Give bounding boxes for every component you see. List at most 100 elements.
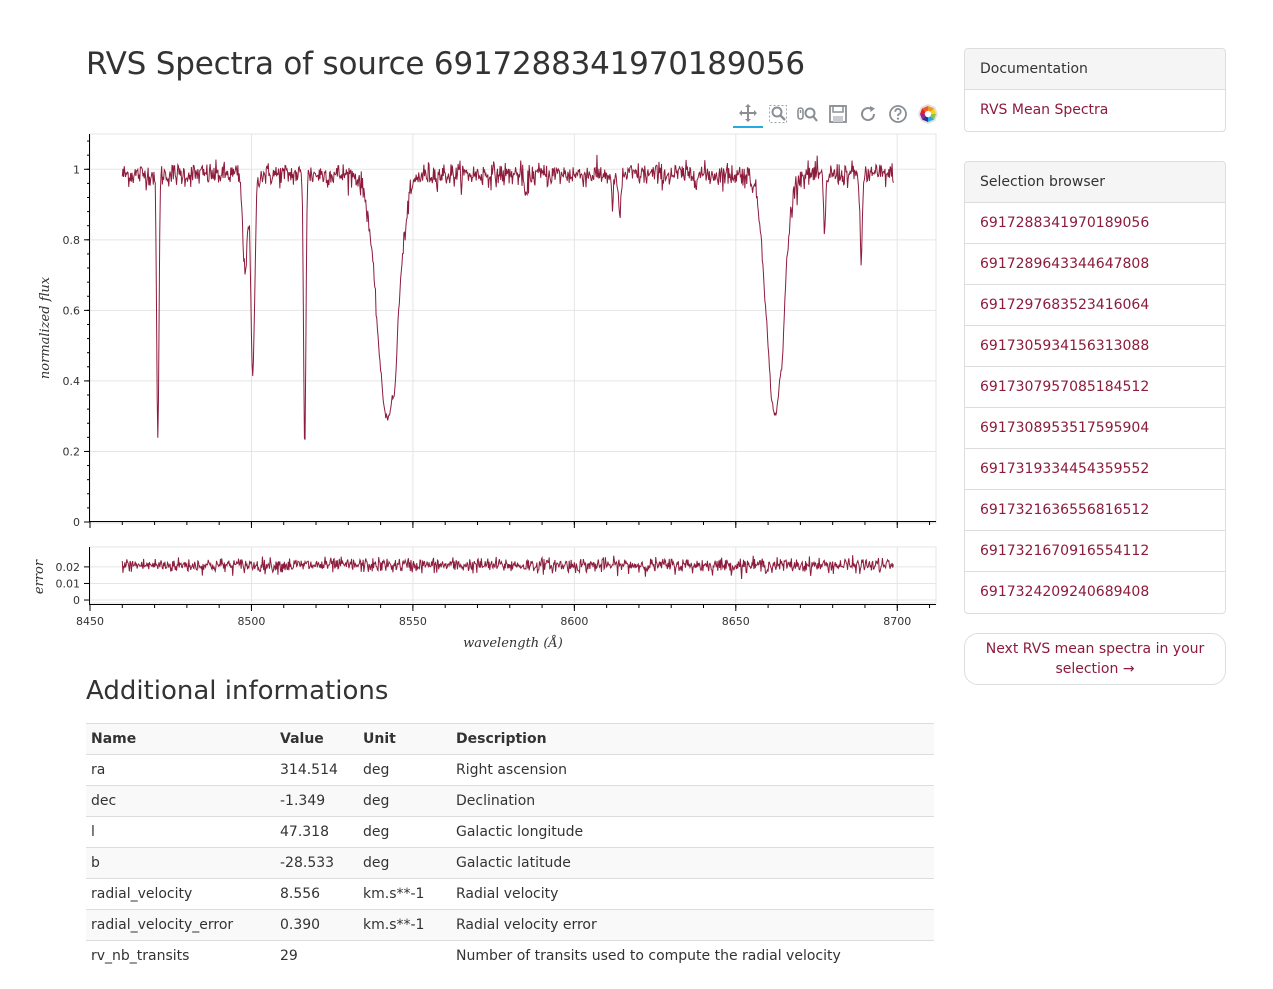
- box-zoom-tool[interactable]: [763, 100, 793, 128]
- cell-name: ra: [86, 754, 275, 786]
- cell-name: rv_nb_transits: [86, 940, 275, 972]
- selection-item[interactable]: 6917297683523416064: [965, 285, 1225, 326]
- cell-value: -1.349: [275, 785, 358, 817]
- selection-item[interactable]: 6917305934156313088: [965, 326, 1225, 367]
- x-axis-label: wavelength (Å): [463, 635, 563, 651]
- column-header-unit: Unit: [358, 723, 451, 755]
- table-row: rv_nb_transits 29 Number of transits used …: [86, 940, 934, 972]
- x-tick-label: 8450: [76, 615, 104, 628]
- additional-info-table: Name Value Unit Description ra 314.514 deg…: [86, 723, 934, 972]
- flux-y-tick-label: 0.6: [63, 304, 81, 317]
- x-tick-label: 8500: [237, 615, 265, 628]
- cell-unit: deg: [358, 785, 451, 817]
- x-tick-label: 8650: [722, 615, 750, 628]
- spectrum-chart: 0 0.2 0.4 0.6 0.8 1 normalized flux 0 0.01 0.02…: [32, 133, 937, 651]
- table-row: dec -1.349 deg Declination: [86, 785, 934, 817]
- error-x-axis: 8450 8500 8550 8600 8650 8700: [76, 605, 931, 628]
- selection-item[interactable]: 6917308953517595904: [965, 408, 1225, 449]
- bokeh-logo[interactable]: [913, 100, 943, 128]
- selection-item[interactable]: 6917319334454359552: [965, 449, 1225, 490]
- column-header-name: Name: [86, 723, 275, 755]
- wheel-zoom-icon: [797, 107, 818, 122]
- pan-tool[interactable]: [733, 100, 763, 128]
- selection-item[interactable]: 6917321670916554112: [965, 531, 1225, 572]
- save-icon: [829, 105, 847, 123]
- documentation-panel: Documentation RVS Mean Spectra: [964, 48, 1226, 132]
- error-plot-frame: [89, 546, 937, 604]
- cell-unit: km.s**-1: [358, 909, 451, 941]
- box-zoom-icon: [769, 105, 787, 123]
- selection-browser-panel: Selection browser 6917288341970189056 691…: [964, 161, 1226, 614]
- cell-unit: [358, 940, 451, 972]
- selection-browser-heading: Selection browser: [965, 162, 1225, 203]
- flux-y-axis: 0 0.2 0.4 0.6 0.8 1: [63, 140, 90, 529]
- flux-series-line: [121, 154, 894, 440]
- reset-tool[interactable]: [853, 100, 883, 128]
- error-series-line: [121, 555, 894, 579]
- cell-value: 8.556: [275, 878, 358, 910]
- flux-y-tick-label: 0.4: [63, 375, 81, 388]
- cell-value: 29: [275, 940, 358, 972]
- table-header-row: Name Value Unit Description: [86, 723, 934, 755]
- selection-item[interactable]: 6917307957085184512: [965, 367, 1225, 408]
- bokeh-logo-icon: [918, 104, 938, 124]
- wheel-zoom-tool[interactable]: [793, 100, 823, 128]
- cell-description: Radial velocity error: [451, 909, 934, 941]
- cell-description: Radial velocity: [451, 878, 934, 910]
- cell-value: 0.390: [275, 909, 358, 941]
- flux-y-axis-label: normalized flux: [38, 276, 53, 379]
- help-icon: [889, 105, 907, 123]
- next-spectra-button[interactable]: Next RVS mean spectra in your selection …: [964, 633, 1226, 685]
- flux-y-tick-label: 1: [73, 163, 80, 176]
- page-title: RVS Spectra of source 691728834197018905…: [86, 46, 805, 82]
- error-y-tick-label: 0.01: [56, 577, 81, 590]
- cell-value: 47.318: [275, 816, 358, 848]
- column-header-value: Value: [275, 723, 358, 755]
- flux-x-ticks: [89, 522, 931, 528]
- cell-name: dec: [86, 785, 275, 817]
- x-tick-label: 8700: [883, 615, 911, 628]
- additional-info-body: ra 314.514 deg Right ascension dec -1.349 deg D…: [86, 754, 934, 972]
- reset-icon: [861, 106, 876, 122]
- error-y-tick-label: 0: [73, 594, 80, 607]
- cell-value: -28.533: [275, 847, 358, 879]
- selection-list: 6917288341970189056 6917289643344647808 69…: [965, 203, 1225, 613]
- cell-description: Number of transits used to compute the r…: [451, 940, 934, 972]
- flux-grid: [89, 134, 936, 523]
- x-tick-label: 8550: [399, 615, 427, 628]
- table-row: l 47.318 deg Galactic longitude: [86, 816, 934, 848]
- save-tool[interactable]: [823, 100, 853, 128]
- flux-y-tick-label: 0: [73, 516, 80, 529]
- help-tool[interactable]: [883, 100, 913, 128]
- error-y-tick-label: 0.02: [56, 561, 81, 574]
- selection-item[interactable]: 6917324209240689408: [980, 584, 1150, 600]
- error-grid: [89, 547, 936, 605]
- doc-link-rvs-mean-spectra[interactable]: RVS Mean Spectra: [980, 102, 1109, 118]
- error-y-axis: 0 0.01 0.02: [56, 561, 90, 607]
- flux-panel: 0 0.2 0.4 0.6 0.8 1 normalized flux: [38, 133, 937, 529]
- selection-item[interactable]: 6917289643344647808: [965, 244, 1225, 285]
- plot-toolbar: [733, 100, 943, 128]
- table-row: radial_velocity_error 0.390 km.s**-1 Radial…: [86, 909, 934, 941]
- flux-plot-frame: [89, 133, 937, 524]
- table-row: ra 314.514 deg Right ascension: [86, 754, 934, 786]
- cell-unit: deg: [358, 816, 451, 848]
- cell-value: 314.514: [275, 754, 358, 786]
- cell-description: Right ascension: [451, 754, 934, 786]
- cell-unit: deg: [358, 754, 451, 786]
- cell-name: radial_velocity: [86, 878, 275, 910]
- flux-y-tick-label: 0.2: [63, 445, 81, 458]
- selection-item[interactable]: 6917288341970189056: [965, 203, 1225, 244]
- cell-description: Galactic latitude: [451, 847, 934, 879]
- cell-unit: deg: [358, 847, 451, 879]
- cell-name: radial_velocity_error: [86, 909, 275, 941]
- x-tick-label: 8600: [560, 615, 588, 628]
- error-y-axis-label: error: [32, 559, 47, 594]
- table-row: b -28.533 deg Galactic latitude: [86, 847, 934, 879]
- cell-description: Declination: [451, 785, 934, 817]
- pan-icon: [739, 104, 757, 122]
- selection-item[interactable]: 6917321636556816512: [965, 490, 1225, 531]
- flux-y-tick-label: 0.8: [63, 234, 81, 247]
- column-header-description: Description: [451, 723, 934, 755]
- cell-name: l: [86, 816, 275, 848]
